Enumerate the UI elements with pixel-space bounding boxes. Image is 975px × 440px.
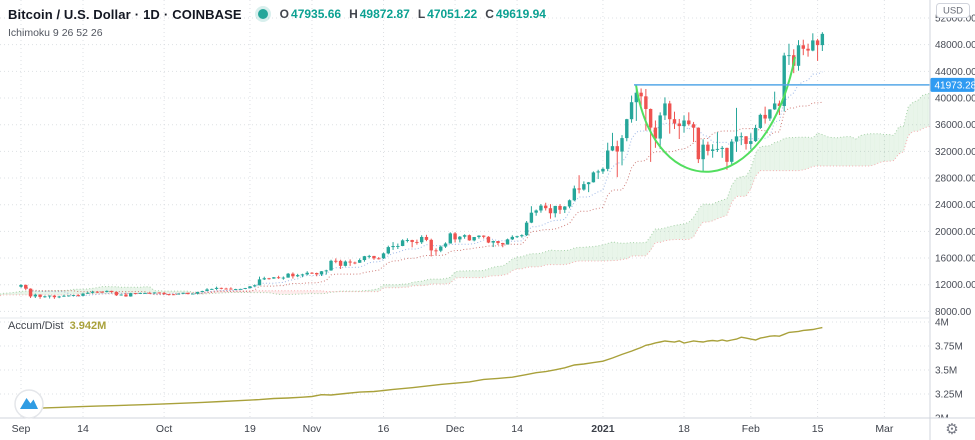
- svg-text:14: 14: [511, 423, 523, 435]
- svg-text:24000.00: 24000.00: [935, 200, 975, 211]
- svg-text:4M: 4M: [935, 318, 949, 329]
- separator: ·: [134, 6, 140, 22]
- svg-text:Mar: Mar: [875, 423, 894, 435]
- svg-text:USD: USD: [943, 6, 963, 17]
- accum-dist-label[interactable]: Accum/Dist: [8, 320, 64, 332]
- svg-text:12000.00: 12000.00: [935, 280, 975, 291]
- low-label: L: [417, 7, 426, 21]
- svg-text:3.75M: 3.75M: [935, 342, 963, 353]
- symbol-row: Bitcoin / U.S. Dollar · 1D · COINBASE O …: [8, 5, 554, 23]
- currency-pill[interactable]: USD: [936, 3, 970, 18]
- exchange-label[interactable]: COINBASE: [172, 6, 242, 22]
- cup-arc-drawing[interactable]: [635, 56, 796, 173]
- svg-text:16000.00: 16000.00: [935, 254, 975, 265]
- open-value: 47935.66: [291, 7, 342, 21]
- svg-text:28000.00: 28000.00: [935, 174, 975, 185]
- accum-dist-legend: Accum/Dist 3.942M: [8, 320, 106, 332]
- svg-text:19: 19: [244, 423, 256, 435]
- svg-text:⚙: ⚙: [945, 420, 958, 438]
- separator: ·: [163, 6, 169, 22]
- svg-text:Nov: Nov: [303, 423, 322, 435]
- close-value: 49619.94: [495, 7, 546, 21]
- symbol-title[interactable]: Bitcoin / U.S. Dollar: [8, 6, 131, 22]
- svg-text:2021: 2021: [591, 423, 615, 435]
- svg-text:52000.00: 52000.00: [935, 14, 975, 25]
- mountain-logo-icon[interactable]: [14, 389, 44, 419]
- svg-text:32000.00: 32000.00: [935, 147, 975, 158]
- svg-text:14: 14: [77, 423, 89, 435]
- high-label: H: [349, 7, 358, 21]
- svg-text:18: 18: [678, 423, 690, 435]
- svg-text:36000.00: 36000.00: [935, 120, 975, 131]
- svg-text:48000.00: 48000.00: [935, 40, 975, 51]
- ichimoku-cloud: [0, 88, 942, 297]
- svg-text:16: 16: [378, 423, 390, 435]
- svg-text:15: 15: [812, 423, 824, 435]
- svg-text:Oct: Oct: [156, 423, 172, 435]
- svg-text:Dec: Dec: [446, 423, 465, 435]
- ichimoku-indicator-label[interactable]: Ichimoku 9 26 52 26: [8, 27, 103, 39]
- drawings: [634, 56, 930, 173]
- gridlines: [0, 0, 930, 418]
- low-value: 47051.22: [427, 7, 478, 21]
- svg-text:20000.00: 20000.00: [935, 227, 975, 238]
- svg-text:41973.28: 41973.28: [935, 80, 975, 91]
- ohlc-values: O 47935.66 H 49872.87 L 47051.22 C 49619…: [280, 7, 554, 21]
- ichimoku-base-lines: [20, 71, 823, 298]
- chart-header: Bitcoin / U.S. Dollar · 1D · COINBASE O …: [8, 5, 554, 40]
- teal-dot-icon: [257, 9, 268, 19]
- svg-text:Sep: Sep: [12, 423, 31, 435]
- interval-label[interactable]: 1D: [143, 6, 160, 22]
- high-value: 49872.87: [359, 7, 410, 21]
- accum-dist-line: [20, 326, 823, 410]
- svg-text:40000.00: 40000.00: [935, 94, 975, 105]
- svg-text:8000.00: 8000.00: [935, 307, 972, 318]
- svg-text:Feb: Feb: [742, 423, 760, 435]
- price-line-label: 41973.28: [930, 77, 975, 92]
- time-axis[interactable]: [0, 418, 975, 440]
- candlestick-series: [19, 32, 825, 299]
- svg-text:3.5M: 3.5M: [935, 366, 957, 377]
- close-label: C: [485, 7, 494, 21]
- svg-text:3.25M: 3.25M: [935, 390, 963, 401]
- accum-dist-value: 3.942M: [69, 320, 107, 332]
- gear-icon[interactable]: ⚙: [945, 420, 958, 438]
- open-label: O: [279, 7, 290, 21]
- svg-text:44000.00: 44000.00: [935, 67, 975, 78]
- price-axis[interactable]: [930, 0, 975, 440]
